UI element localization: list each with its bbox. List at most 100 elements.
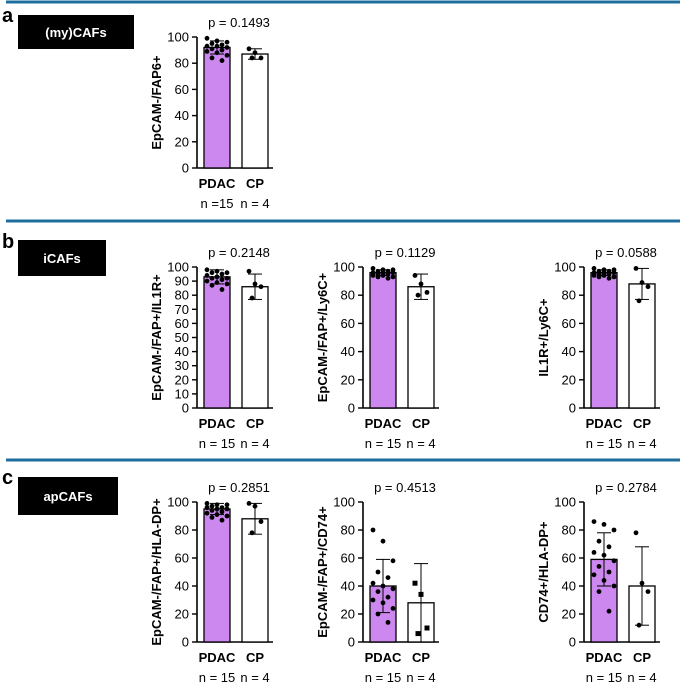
- data-point: [209, 275, 215, 281]
- n-label: n =15: [201, 196, 234, 211]
- y-axis-label: CD74+/HLA-DP+: [536, 521, 551, 623]
- y-tick-label: 80: [175, 523, 189, 538]
- data-point: [591, 273, 597, 278]
- bar-cp: [241, 518, 269, 643]
- y-tick-label: 0: [569, 635, 576, 650]
- data-point: [224, 502, 230, 508]
- y-axis-label: EpCAM-/FAP+/HLA-DP+: [149, 498, 164, 646]
- data-point: [380, 583, 386, 589]
- data-point: [219, 509, 225, 515]
- p-value-label: p = 0.1493: [208, 15, 270, 30]
- bar-cp: [628, 283, 656, 409]
- data-point: [424, 289, 430, 295]
- data-point: [209, 55, 215, 61]
- y-tick-label: 40: [175, 108, 189, 123]
- n-label: n = 15: [586, 436, 623, 451]
- y-tick-label: 0: [348, 635, 355, 650]
- data-point: [214, 43, 220, 49]
- y-tick-label: 0: [182, 635, 189, 650]
- data-point: [204, 273, 210, 278]
- data-point: [219, 271, 225, 277]
- data-point: [246, 46, 252, 52]
- data-point: [380, 273, 386, 278]
- data-point: [390, 606, 396, 611]
- p-value-label: p = 0.0588: [595, 245, 657, 260]
- n-label: n = 15: [586, 670, 623, 685]
- y-tick-label: 0: [182, 161, 189, 176]
- n-label: n = 4: [627, 436, 656, 451]
- y-tick-label: 40: [175, 344, 189, 359]
- y-tick-label: 60: [175, 551, 189, 566]
- x-tick-label: PDAC: [365, 650, 402, 665]
- n-label: n = 15: [199, 670, 236, 685]
- x-tick-label: CP: [246, 416, 264, 431]
- data-point: [219, 517, 225, 523]
- bar-cp: [241, 53, 269, 169]
- data-point: [370, 266, 376, 271]
- data-point: [204, 35, 210, 41]
- data-point: [645, 284, 651, 290]
- data-point: [412, 580, 418, 586]
- panel-label-b: iCAFs: [43, 251, 81, 266]
- data-point: [596, 274, 602, 280]
- n-label: n = 15: [365, 436, 402, 451]
- y-tick-label: 60: [175, 82, 189, 97]
- y-tick-label: 60: [175, 316, 189, 331]
- data-point: [636, 298, 642, 304]
- data-point: [390, 558, 396, 564]
- data-point: [219, 47, 225, 53]
- p-value-label: p = 0.1129: [375, 245, 436, 260]
- x-tick-label: PDAC: [365, 416, 402, 431]
- data-point: [611, 558, 617, 564]
- data-point: [224, 513, 230, 519]
- panel-label-box-a: [18, 15, 134, 49]
- data-point: [606, 608, 612, 614]
- data-point: [204, 267, 210, 273]
- y-tick-label: 40: [562, 579, 576, 594]
- bar-pdac: [369, 271, 397, 409]
- panel-letter-c: c: [2, 467, 13, 489]
- bar-cp: [407, 286, 435, 409]
- y-axis-label: EpCAM-/FAP6+: [149, 55, 164, 150]
- n-label: n = 4: [240, 436, 269, 451]
- data-point: [224, 52, 230, 58]
- data-point: [385, 275, 391, 281]
- x-tick-label: CP: [412, 416, 430, 431]
- data-point: [611, 274, 617, 280]
- data-point: [219, 287, 225, 292]
- n-label: n = 4: [406, 436, 435, 451]
- data-point: [370, 580, 376, 586]
- y-tick-label: 80: [341, 288, 355, 303]
- y-tick-label: 100: [554, 495, 576, 510]
- data-point: [601, 578, 607, 583]
- y-axis-label: EpCAM-/FAP+/CD74+: [315, 506, 330, 638]
- data-point: [601, 522, 607, 527]
- y-tick-label: 80: [562, 288, 576, 303]
- data-point: [214, 506, 220, 512]
- data-point: [633, 530, 639, 536]
- data-point: [596, 589, 602, 594]
- data-point: [224, 45, 230, 50]
- panel-letter-b: b: [2, 231, 14, 253]
- data-point: [204, 510, 210, 516]
- n-label: n = 4: [406, 670, 435, 685]
- bar-pdac: [590, 271, 618, 409]
- y-tick-label: 100: [333, 495, 355, 510]
- data-point: [209, 503, 215, 509]
- bar-pdac: [203, 508, 231, 643]
- data-point: [611, 583, 617, 589]
- data-point: [204, 278, 210, 284]
- p-value-label: p = 0.2148: [208, 245, 270, 260]
- data-point: [606, 569, 612, 575]
- bar-pdac: [203, 46, 231, 169]
- data-point: [591, 550, 597, 555]
- x-tick-label: PDAC: [199, 176, 236, 191]
- bar-cp: [241, 286, 269, 409]
- y-tick-label: 60: [562, 316, 576, 331]
- data-point: [224, 270, 230, 276]
